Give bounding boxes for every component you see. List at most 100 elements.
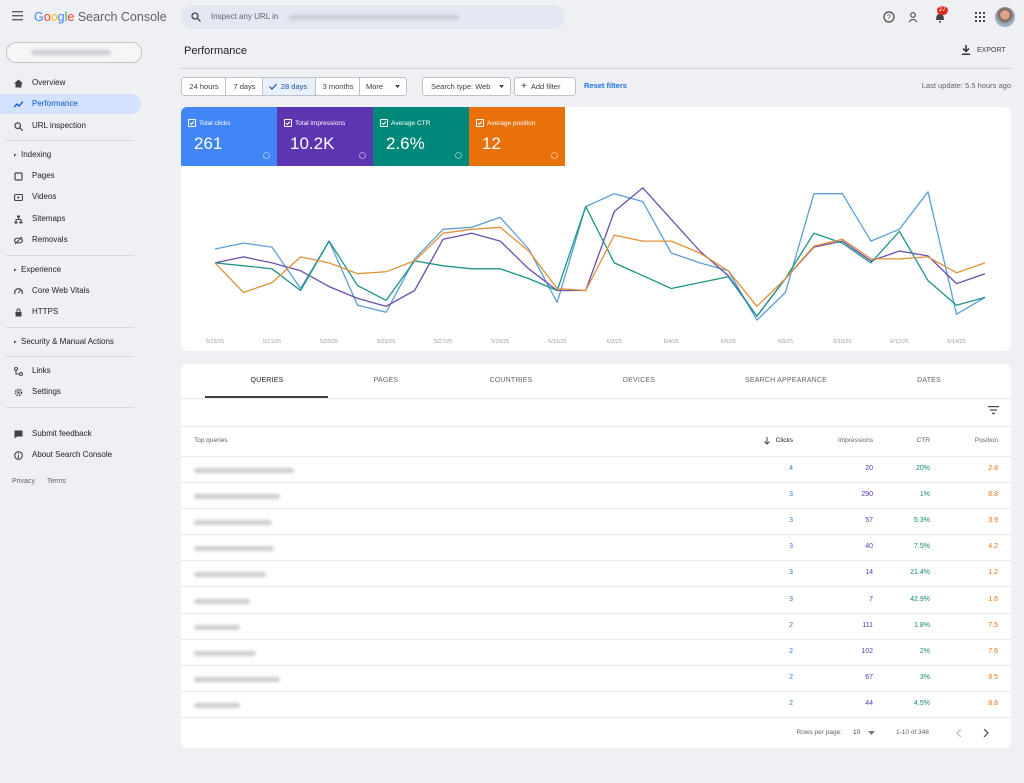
logo-product: Search Console bbox=[77, 10, 167, 24]
logo[interactable]: Google Search Console bbox=[34, 10, 167, 24]
table-cell: 7.6 bbox=[988, 647, 998, 655]
nav-item[interactable]: Links bbox=[0, 361, 150, 381]
nav-icon bbox=[14, 154, 17, 157]
search-box[interactable]: Inspect any URL in bbox=[181, 5, 565, 29]
table-divider bbox=[181, 456, 1011, 457]
nav-item[interactable]: Sitemaps bbox=[0, 209, 150, 229]
column-header[interactable]: Position bbox=[974, 437, 998, 444]
metric-label: Total clicks bbox=[199, 120, 231, 127]
nav-item[interactable]: Removals bbox=[0, 230, 150, 250]
nav-item[interactable]: URL inspection bbox=[0, 116, 150, 136]
export-button[interactable]: EXPORT bbox=[977, 47, 1006, 54]
row-divider bbox=[181, 638, 1011, 640]
logo-brand: Google bbox=[34, 10, 74, 24]
tab[interactable]: QUERIES bbox=[250, 377, 284, 384]
blurred-query bbox=[194, 520, 272, 526]
legal-link[interactable]: Terms bbox=[47, 478, 67, 485]
bell-icon[interactable] bbox=[934, 11, 946, 23]
nav-item[interactable]: Overview bbox=[0, 73, 150, 93]
nav-icon bbox=[14, 193, 23, 202]
blurred-url bbox=[289, 15, 459, 20]
x-tick-label: 6/6/25 bbox=[721, 339, 736, 345]
search-type-chip[interactable]: Search type: Web bbox=[422, 77, 511, 96]
date-range-chip[interactable]: 3 months bbox=[315, 77, 361, 96]
series-line bbox=[214, 187, 986, 317]
table-cell: 4 bbox=[789, 465, 793, 472]
column-header[interactable]: Clicks bbox=[775, 437, 793, 444]
nav-item[interactable]: Performance bbox=[0, 94, 141, 114]
blurred-query bbox=[194, 546, 274, 552]
reset-filters[interactable]: Reset filters bbox=[584, 81, 627, 90]
property-selector[interactable] bbox=[6, 42, 142, 63]
nav-item[interactable]: Settings bbox=[0, 382, 150, 402]
nav-label: Indexing bbox=[21, 150, 52, 159]
table-cell: 1.6 bbox=[988, 595, 998, 603]
metric-label: Average position bbox=[487, 120, 536, 127]
column-header[interactable]: CTR bbox=[916, 437, 930, 444]
nav-label: Pages bbox=[32, 171, 55, 180]
chart: 5/19/25 5/21/25 5/23/25 5/25/25 5/27/25 5/29/… bbox=[206, 187, 986, 345]
add-filter-chip[interactable]: + Add filter bbox=[514, 77, 576, 96]
tab[interactable]: DATES bbox=[917, 377, 941, 384]
logo-letter: o bbox=[43, 10, 51, 24]
legal-link[interactable]: Privacy bbox=[12, 478, 35, 485]
filter-icon[interactable] bbox=[988, 406, 999, 414]
column-header[interactable]: Impressions bbox=[837, 437, 873, 444]
nav-item[interactable]: Security & Manual Actions bbox=[0, 332, 150, 352]
metric-card[interactable]: Average position 12 bbox=[469, 107, 565, 166]
nav-icon bbox=[14, 388, 23, 397]
nav-item[interactable]: About Search Console bbox=[0, 445, 150, 465]
menu-icon[interactable] bbox=[12, 11, 24, 21]
export-icon bbox=[962, 45, 970, 55]
tab[interactable]: SEARCH APPEARANCE bbox=[745, 377, 827, 384]
nav-item[interactable]: HTTPS bbox=[0, 302, 150, 322]
x-tick-label: 5/23/25 bbox=[320, 339, 338, 345]
metric-card[interactable]: Total clicks 261 bbox=[181, 107, 277, 166]
nav-icon bbox=[15, 308, 22, 317]
rows-per-page-label: Rows per page: bbox=[796, 729, 842, 736]
table-cell: 20% bbox=[915, 465, 930, 472]
tab-indicator bbox=[205, 396, 328, 398]
logo-letter: l bbox=[64, 10, 68, 24]
nav-item[interactable]: Submit feedback bbox=[0, 424, 150, 444]
table-cell: 21.4% bbox=[910, 569, 930, 577]
metric-card[interactable]: Average CTR 2.6% bbox=[373, 107, 469, 166]
nav-item[interactable]: Experience bbox=[0, 260, 150, 280]
nav-label: Settings bbox=[32, 387, 61, 396]
table-cell: 14 bbox=[865, 569, 873, 577]
users-icon[interactable] bbox=[908, 11, 920, 23]
blurred-query bbox=[194, 650, 256, 656]
date-range-chip[interactable]: 24 hours bbox=[181, 77, 227, 96]
metric-value: 2.6% bbox=[386, 134, 425, 153]
nav-item[interactable]: Pages bbox=[0, 166, 150, 186]
metric-help-icon bbox=[551, 152, 558, 159]
tab[interactable]: COUNTRIES bbox=[489, 377, 533, 384]
sidebar-divider bbox=[6, 140, 134, 141]
nav-item[interactable]: Core Web Vitals bbox=[0, 281, 150, 301]
nav-item[interactable]: Indexing bbox=[0, 145, 150, 165]
table-cell: 57 bbox=[865, 517, 873, 525]
nav-label: Links bbox=[32, 366, 51, 375]
series-line bbox=[214, 191, 986, 321]
nav-icon bbox=[14, 172, 23, 181]
avatar[interactable] bbox=[995, 7, 1015, 27]
tab[interactable]: PAGES bbox=[373, 377, 399, 384]
logo-letter: e bbox=[67, 10, 75, 24]
date-range-chip[interactable]: More bbox=[359, 77, 407, 96]
table-cell: 1% bbox=[919, 491, 930, 499]
chip-label: 24 hours bbox=[189, 82, 219, 91]
nav-label: Removals bbox=[32, 235, 68, 244]
metric-help-icon bbox=[263, 152, 270, 159]
nav-icon bbox=[14, 269, 17, 272]
x-tick-label: 5/29/25 bbox=[491, 339, 509, 345]
blurred-query bbox=[194, 598, 250, 604]
metric-card[interactable]: Total impressions 10.2K bbox=[277, 107, 373, 166]
tab[interactable]: DEVICES bbox=[622, 377, 656, 384]
apps-icon[interactable] bbox=[975, 12, 985, 22]
rows-per-page-value[interactable]: 10 bbox=[853, 729, 861, 736]
table-cell: 111 bbox=[862, 621, 873, 629]
nav-item[interactable]: Videos bbox=[0, 187, 150, 207]
help-icon[interactable]: ? bbox=[883, 11, 895, 23]
pagination-arrows[interactable] bbox=[956, 729, 992, 737]
